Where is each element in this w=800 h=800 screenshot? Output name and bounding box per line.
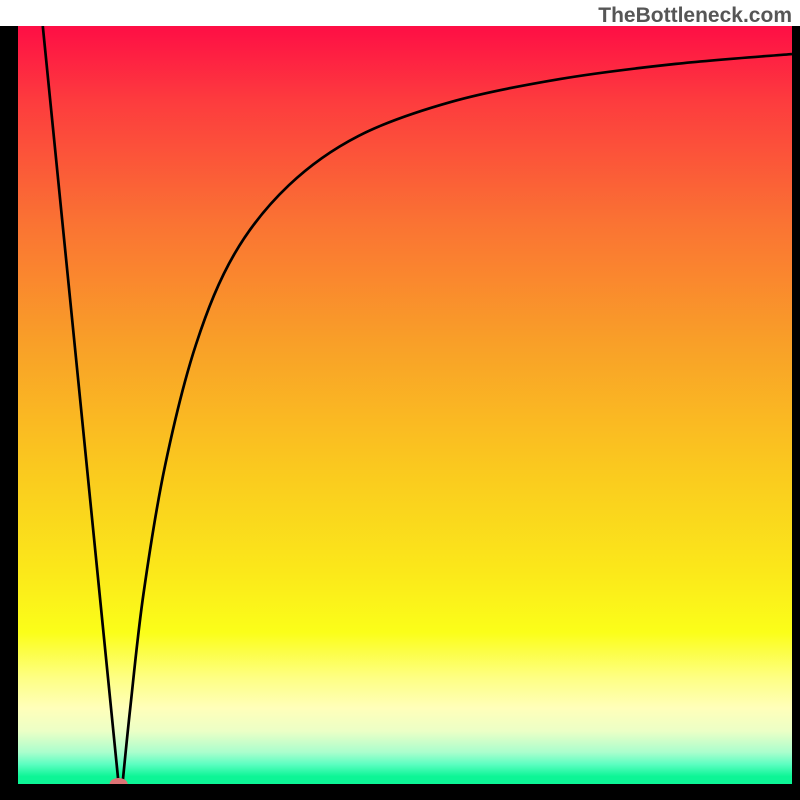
chart-container: TheBottleneck.com bbox=[0, 0, 800, 800]
watermark-text: TheBottleneck.com bbox=[598, 4, 792, 28]
plot-area bbox=[18, 26, 792, 784]
frame-bottom bbox=[0, 784, 800, 800]
frame-right bbox=[792, 26, 800, 800]
frame-left bbox=[0, 26, 18, 800]
